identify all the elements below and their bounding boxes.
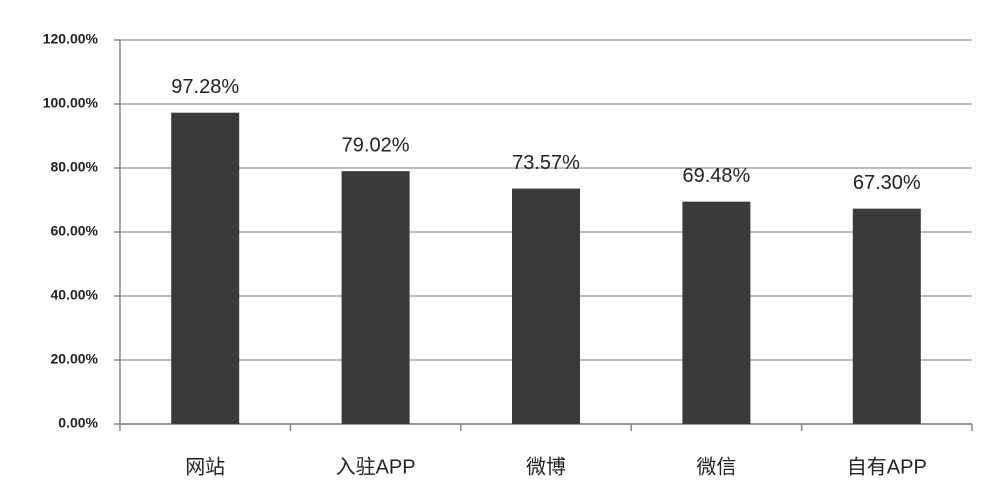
- value-label: 69.48%: [682, 165, 750, 187]
- value-label: 67.30%: [853, 172, 921, 194]
- y-tick-label: 40.00%: [51, 287, 99, 303]
- x-tick-label: 微信: [696, 455, 736, 478]
- y-tick-label: 100.00%: [43, 95, 99, 111]
- value-label: 97.28%: [171, 76, 239, 98]
- y-tick-label: 60.00%: [51, 223, 99, 239]
- bar: [512, 188, 580, 424]
- bar: [852, 208, 921, 424]
- y-tick-label: 0.00%: [58, 415, 98, 431]
- x-tick-label: 自有APP: [847, 455, 927, 478]
- bar: [171, 112, 240, 424]
- y-tick-label: 20.00%: [51, 351, 99, 367]
- y-tick-label: 120.00%: [43, 31, 99, 47]
- x-tick-label: 微博: [526, 455, 566, 478]
- bar: [341, 171, 410, 424]
- value-label: 73.57%: [512, 152, 580, 174]
- y-tick-label: 80.00%: [51, 159, 99, 175]
- value-label: 79.02%: [342, 134, 410, 156]
- x-tick-label: 入驻APP: [336, 455, 416, 478]
- bar: [682, 201, 751, 424]
- x-tick-label: 网站: [185, 455, 225, 478]
